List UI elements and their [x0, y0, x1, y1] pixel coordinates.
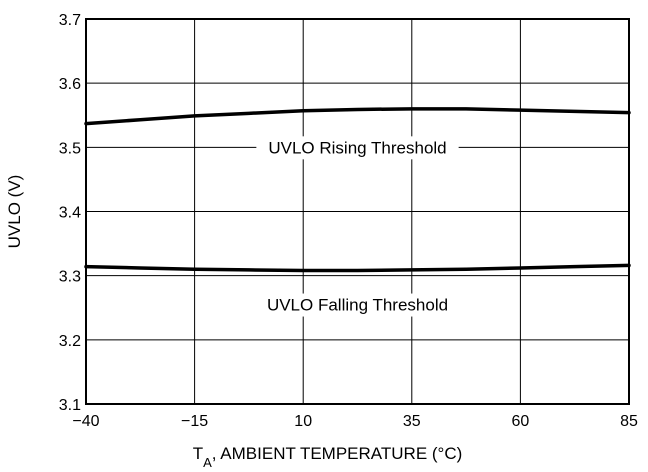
x-tick-label-0: −40: [72, 413, 99, 430]
series-line-0: [84, 107, 631, 126]
grid-layer: [85, 18, 630, 405]
y-tick-label-1: 3.2: [59, 333, 81, 350]
x-tick-label-5: 85: [620, 413, 638, 430]
y-axis-title: UVLO (V): [5, 175, 24, 249]
x-tick-label-1: −15: [181, 413, 208, 430]
x-axis-title-rest: , AMBIENT TEMPERATURE (°C): [212, 444, 463, 463]
annotation-bg-0: [256, 136, 459, 160]
y-tick-label-0: 3.1: [59, 397, 81, 414]
x-axis-title-main: T: [193, 444, 203, 463]
x-tick-label-3: 35: [403, 413, 421, 430]
y-tick-label-4: 3.5: [59, 140, 81, 157]
x-tick-labels: −40 −15 10 35 60 85: [72, 413, 638, 430]
annotation-layer: UVLO Rising Threshold UVLO Falling Thresh…: [254, 136, 461, 317]
plot-frame: [85, 18, 630, 405]
y-tick-label-3: 3.4: [59, 205, 81, 222]
x-axis-title-subscript: A: [203, 455, 212, 470]
y-tick-label-2: 3.3: [59, 269, 81, 286]
series-line-1: [84, 263, 631, 273]
y-tick-label-5: 3.6: [59, 76, 81, 93]
annotation-bg-1: [254, 293, 461, 317]
series-layer: [84, 107, 631, 273]
annotation-1: UVLO Falling Threshold: [267, 296, 448, 315]
y-tick-labels: 3.1 3.2 3.3 3.4 3.5 3.6 3.7: [59, 12, 81, 414]
x-axis-title: TA, AMBIENT TEMPERATURE (°C): [193, 444, 463, 470]
x-tick-label-4: 60: [512, 413, 530, 430]
x-tick-label-2: 10: [294, 413, 312, 430]
y-tick-label-6: 3.7: [59, 12, 81, 29]
annotation-0: UVLO Rising Threshold: [268, 138, 446, 157]
